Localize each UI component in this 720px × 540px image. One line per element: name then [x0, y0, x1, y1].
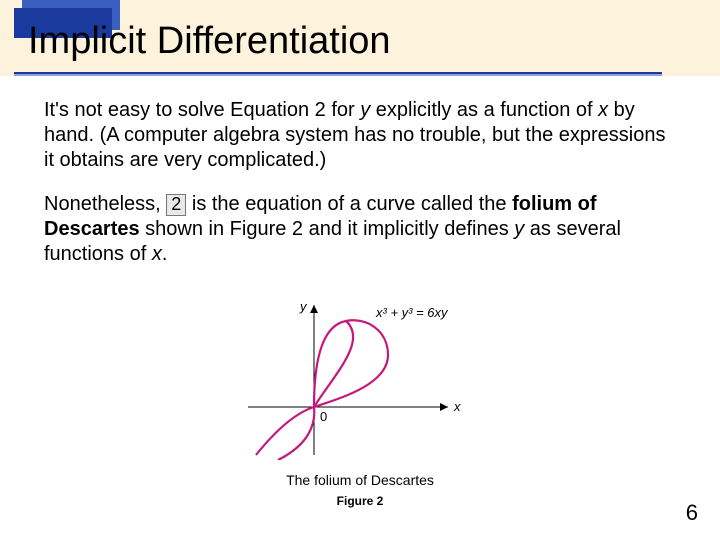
paragraph-1: It's not easy to solve Equation 2 for y …: [44, 98, 666, 173]
var-y2: y: [514, 218, 524, 240]
p1-t2: explicitly as a function of: [370, 99, 598, 121]
p2-t1: Nonetheless,: [44, 193, 166, 215]
curve-equation: x³ + y³ = 6xy: [375, 305, 449, 320]
page-number: 6: [686, 500, 698, 526]
p2-t5: .: [162, 243, 168, 265]
p1-t1: It's not easy to solve Equation 2 for: [44, 99, 360, 121]
paragraph-2: Nonetheless, 2 is the equation of a curv…: [44, 192, 666, 267]
p2-t2: is the equation of a curve called the: [186, 193, 512, 215]
var-x: x: [598, 99, 608, 121]
p2-t3: shown in Figure 2 and it implicitly defi…: [140, 218, 515, 240]
figure-number: Figure 2: [0, 494, 720, 508]
figure-caption: The folium of Descartes: [0, 472, 720, 488]
folium-svg: y x 0 x³ + y³ = 6xy: [238, 295, 482, 460]
slide-header: Implicit Differentiation: [0, 0, 720, 76]
var-x2: x: [152, 243, 162, 265]
origin-label: 0: [320, 409, 327, 424]
var-y: y: [360, 99, 370, 121]
axis-y-label: y: [299, 299, 308, 314]
axis-x-label: x: [453, 399, 461, 414]
page-title: Implicit Differentiation: [28, 20, 391, 63]
figure-folium: y x 0 x³ + y³ = 6xy: [238, 295, 482, 460]
title-rule-light: [14, 74, 662, 76]
equation-ref-box: 2: [166, 194, 186, 216]
